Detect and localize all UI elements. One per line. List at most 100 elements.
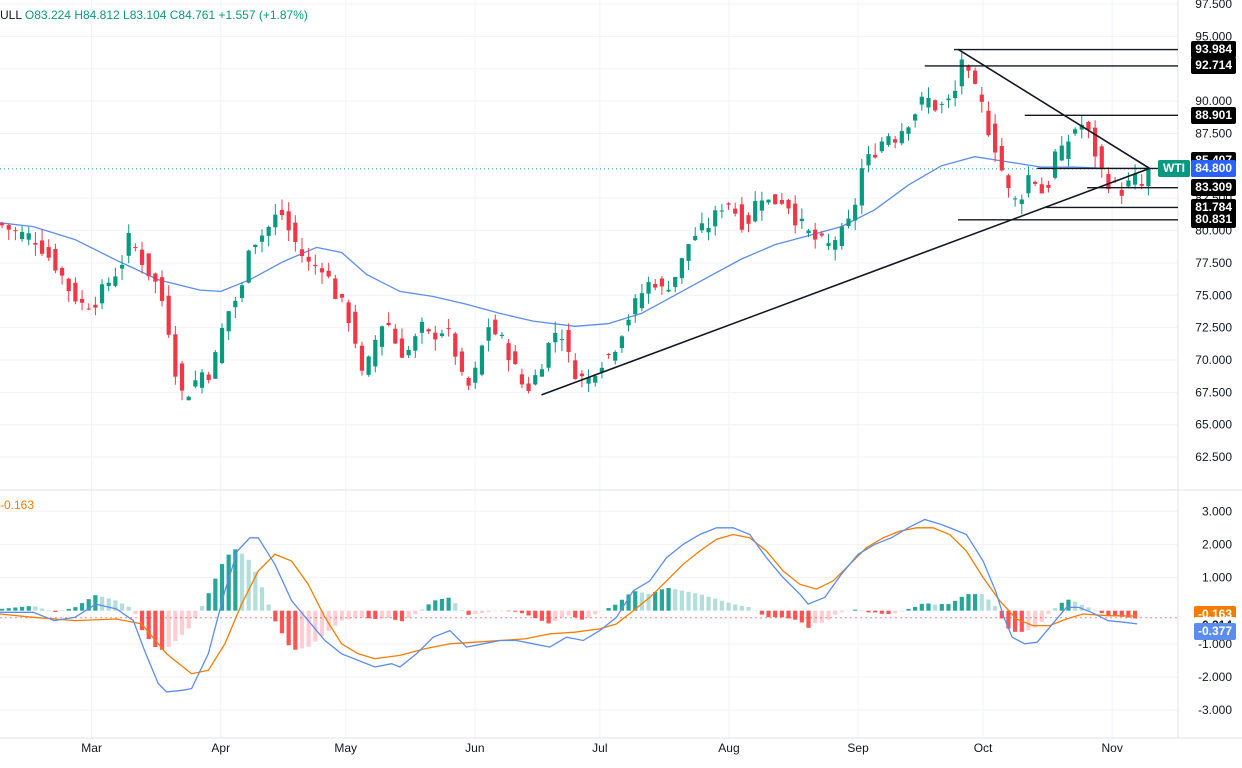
macd-histogram-bar xyxy=(626,594,631,611)
candle-body xyxy=(659,278,664,287)
candle-body xyxy=(759,200,764,211)
macd-histogram-bar xyxy=(939,604,944,611)
macd-axis-tick: 3.000 xyxy=(1202,504,1232,518)
macd-histogram-bar xyxy=(126,606,131,611)
macd-histogram-bar xyxy=(206,593,211,611)
macd-histogram-bar xyxy=(219,564,225,611)
macd-histogram-bar xyxy=(1132,610,1138,619)
macd-histogram-bar xyxy=(719,600,724,611)
macd-histogram-bar xyxy=(919,603,924,611)
candle-body xyxy=(333,278,338,299)
macd-histogram-bar xyxy=(313,610,318,642)
candle-body xyxy=(993,123,998,153)
macd-histogram-bar xyxy=(13,607,18,611)
candle-body xyxy=(599,367,605,373)
candle-body xyxy=(579,373,585,377)
candle-body xyxy=(406,349,411,356)
candle-body xyxy=(446,328,451,330)
candle-body xyxy=(699,223,704,231)
candle-body xyxy=(853,204,858,221)
candle-body xyxy=(1099,146,1104,169)
candle-body xyxy=(1086,121,1091,130)
candle-body xyxy=(519,374,525,385)
macd-histogram-bar xyxy=(433,600,438,611)
candle-body xyxy=(366,356,371,375)
macd-histogram-bar xyxy=(1053,608,1058,611)
macd-histogram-bar xyxy=(453,603,458,611)
macd-histogram-bar xyxy=(439,599,445,611)
candle-body xyxy=(879,141,884,152)
candle-body xyxy=(379,326,385,347)
candle-body xyxy=(926,97,931,108)
trendline xyxy=(541,167,1150,396)
candle-body xyxy=(259,235,265,242)
macd-axis-tick: -1.000 xyxy=(1198,637,1232,651)
candle-body xyxy=(59,268,65,276)
macd-histogram-bar xyxy=(499,610,505,612)
macd-histogram-bar xyxy=(6,608,11,611)
candle-body xyxy=(413,336,418,351)
candle-body xyxy=(173,334,178,377)
candle-body xyxy=(439,333,445,337)
candle-body xyxy=(293,222,298,242)
macd-histogram-bar xyxy=(933,604,938,611)
macd-histogram-bar xyxy=(799,610,804,623)
candle-body xyxy=(1132,173,1138,185)
macd-histogram-bar xyxy=(1026,610,1031,631)
macd-histogram-bar xyxy=(93,595,98,611)
candle-body xyxy=(1039,184,1044,194)
candle-body xyxy=(813,229,818,240)
candle-body xyxy=(179,363,185,391)
price-level-label: 93.984 xyxy=(1191,41,1236,58)
candle-body xyxy=(779,200,784,204)
macd-histogram-bar xyxy=(286,610,291,646)
candle-body xyxy=(139,249,145,265)
candle-body xyxy=(566,330,571,352)
price-level-label: 88.901 xyxy=(1191,106,1236,124)
candle-body xyxy=(1046,184,1051,188)
macd-histogram-bar xyxy=(873,610,878,613)
candle-body xyxy=(499,334,505,336)
candle-body xyxy=(826,243,831,246)
macd-histogram-bar xyxy=(806,610,811,628)
macd-histogram-bar xyxy=(293,610,298,650)
candle-body xyxy=(539,369,545,377)
macd-histogram-bar xyxy=(426,604,431,611)
macd-histogram-bar xyxy=(766,610,771,618)
macd-histogram-bar xyxy=(1086,607,1091,611)
candle-body xyxy=(239,285,245,298)
candle-body xyxy=(1066,141,1071,159)
macd-histogram-bar xyxy=(1033,610,1038,628)
candle-body xyxy=(0,223,5,226)
symbol-tag: WTI xyxy=(1158,160,1190,178)
candle-body xyxy=(206,374,211,380)
macd-histogram-bar xyxy=(1066,599,1071,611)
candle-body xyxy=(99,284,105,304)
candle-body xyxy=(433,332,438,340)
time-axis-tick: Oct xyxy=(974,741,993,755)
macd-histogram-bar xyxy=(73,607,78,611)
macd-line xyxy=(0,518,1138,693)
candle-body xyxy=(1006,175,1011,189)
macd-histogram-bar xyxy=(406,610,411,618)
macd-histogram-bar xyxy=(1079,604,1084,611)
time-axis-tick: Mar xyxy=(81,741,102,755)
candle-body xyxy=(526,383,531,391)
macd-histogram-bar xyxy=(519,610,525,614)
macd-axis-tick: 2.000 xyxy=(1202,537,1232,551)
macd-histogram-bar xyxy=(779,610,784,618)
macd-histogram-bar xyxy=(613,604,618,611)
candle-body xyxy=(1106,174,1111,190)
candle-body xyxy=(106,282,111,287)
macd-histogram-bar xyxy=(259,587,265,611)
macd-histogram-bar xyxy=(346,610,351,620)
macd-histogram-bar xyxy=(413,610,418,615)
candle-body xyxy=(159,277,165,301)
macd-histogram-bar xyxy=(319,610,325,637)
macd-histogram-bar xyxy=(753,610,758,612)
macd-histogram-bar xyxy=(386,610,391,619)
price-axis-tick: 67.500 xyxy=(1195,385,1232,399)
macd-histogram-bar xyxy=(966,594,971,611)
candle-body xyxy=(586,377,591,384)
